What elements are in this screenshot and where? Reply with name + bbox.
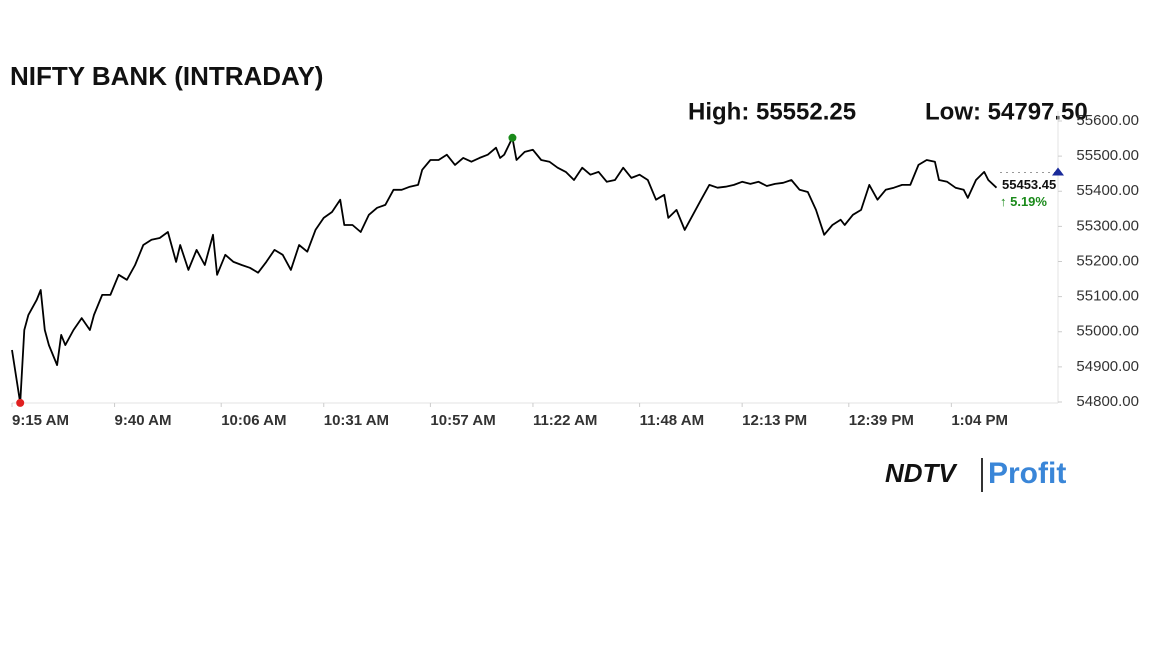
high-marker xyxy=(508,133,517,142)
y-tick-label: 55600.00 xyxy=(1076,112,1139,129)
x-tick-label: 12:39 PM xyxy=(849,412,914,429)
y-tick-label: 55300.00 xyxy=(1076,217,1139,234)
last-price-marker xyxy=(1052,167,1064,176)
y-tick-label: 54800.00 xyxy=(1076,393,1139,410)
x-tick-label: 11:22 AM xyxy=(533,412,597,429)
change-label: ↑ 5.19% xyxy=(1000,194,1047,209)
high-label: High: 55552.25 xyxy=(688,98,856,125)
chart-title: NIFTY BANK (INTRADAY) xyxy=(10,61,323,91)
y-tick-label: 55500.00 xyxy=(1076,147,1139,164)
x-tick-label: 10:06 AM xyxy=(221,412,286,429)
logo-brand: NDTV xyxy=(885,458,958,488)
y-tick-label: 55200.00 xyxy=(1076,252,1139,269)
y-tick-label: 55100.00 xyxy=(1076,288,1139,305)
x-tick-label: 11:48 AM xyxy=(640,412,704,429)
y-tick-label: 55000.00 xyxy=(1076,323,1139,340)
low-label: Low: 54797.50 xyxy=(925,98,1088,125)
x-tick-label: 12:13 PM xyxy=(742,412,807,429)
x-tick-label: 10:57 AM xyxy=(430,412,495,429)
last-price-label: 55453.45 xyxy=(1002,177,1056,192)
y-tick-label: 54900.00 xyxy=(1076,358,1139,375)
y-tick-label: 55400.00 xyxy=(1076,182,1139,199)
price-line xyxy=(11,136,998,404)
x-tick-label: 10:31 AM xyxy=(324,412,389,429)
x-tick-label: 1:04 PM xyxy=(951,412,1008,429)
x-tick-label: 9:15 AM xyxy=(12,412,69,429)
x-tick-label: 9:40 AM xyxy=(115,412,172,429)
low-marker xyxy=(16,398,25,407)
logo-product: Profit xyxy=(988,457,1066,490)
